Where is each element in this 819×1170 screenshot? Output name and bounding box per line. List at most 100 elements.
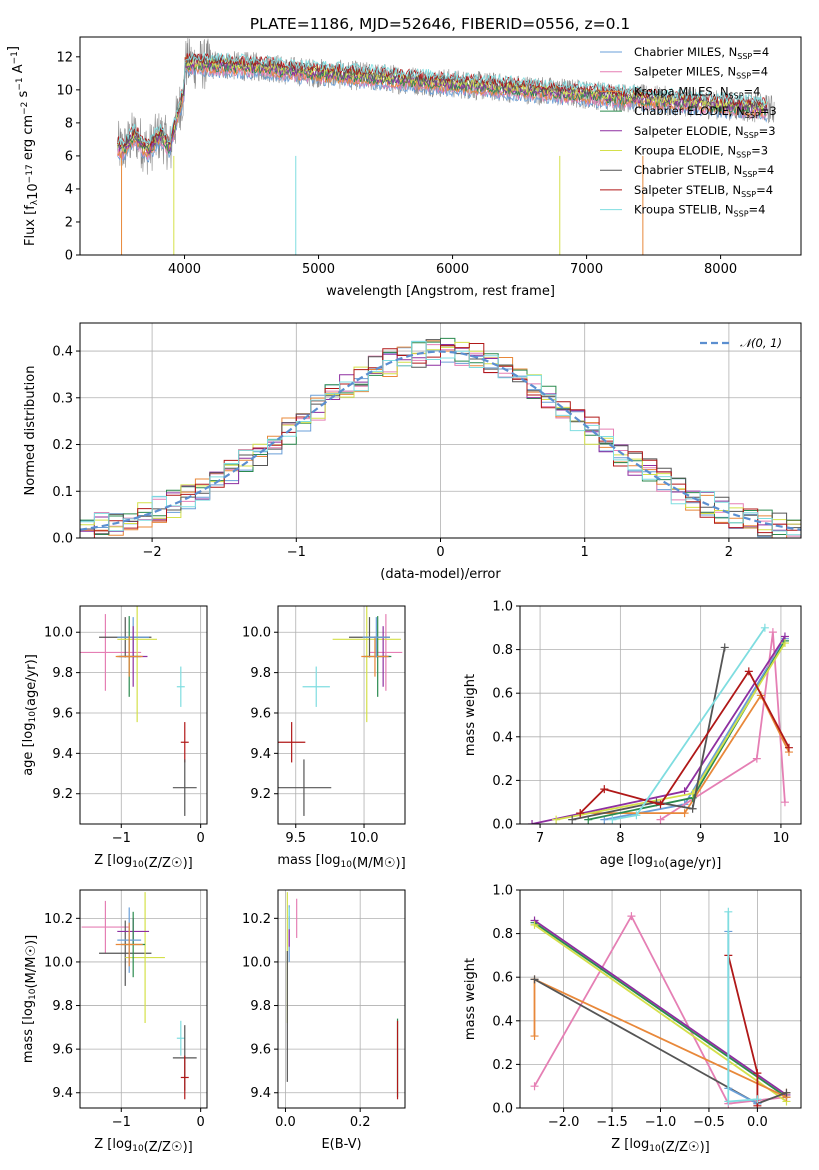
series-marker [753, 1069, 762, 1078]
x-tick-label: −1 [112, 1115, 131, 1130]
label-part: mass weight [463, 958, 478, 1040]
y-tick-label: 0 [65, 249, 73, 264]
series-line [531, 636, 786, 824]
y-tick-label: 9.8 [250, 666, 271, 681]
y-axis-label: mass weight [463, 674, 478, 756]
y-tick-label: 0.0 [492, 818, 513, 833]
legend-sub: SSP [729, 91, 744, 100]
legend-sub: SSP [736, 72, 751, 81]
y-axis-label: Normed distribution [23, 366, 38, 496]
series-marker [528, 820, 537, 824]
axes-frame [519, 889, 802, 1109]
y-tick-label: 12 [56, 50, 73, 65]
label-part: A [11, 64, 26, 77]
label-part: Z [ [94, 853, 112, 868]
x-tick-label: 8000 [704, 262, 737, 277]
x-tick-label: 0 [197, 831, 205, 846]
residuals-marks [80, 337, 801, 538]
legend-label: Kroupa MILES, N [634, 84, 729, 98]
label-sub: 10 [649, 1144, 661, 1154]
legend-entry: Kroupa MILES, NSSP=4 [634, 84, 760, 100]
label-part: (data-model)/error [380, 567, 501, 582]
series-marker [632, 811, 641, 820]
massweight-vs-age-marks [528, 623, 793, 824]
legend-label: Salpeter STELIB, N [634, 183, 741, 197]
x-tick-label: 10 [773, 831, 790, 846]
series-marker [680, 787, 689, 796]
age-vs-mass-marks [278, 606, 403, 816]
y-tick-label: 10.0 [242, 955, 271, 970]
massweight-vs-Z-panel: −2.0 −1.5 −1.0 −0.5 0.0 0.0 0.2 0.4 0.6 0.8 1.0 Z [… [463, 884, 802, 1155]
legend-entry: Kroupa ELODIE, NSSP=3 [634, 144, 768, 160]
data-point [99, 920, 152, 986]
label-sub: 10 [28, 711, 38, 723]
x-tick-label: 8 [616, 831, 624, 846]
series-line [533, 921, 788, 1098]
label-part: log [629, 1137, 649, 1152]
mass-vs-ebv-panel: 0.0 0.2 9.4 9.6 9.8 10.0 10.2 E(B-V) [242, 889, 406, 1152]
series-marker [724, 1097, 733, 1106]
data-point [278, 722, 306, 763]
y-tick-label: 1.0 [492, 600, 513, 615]
data-point [302, 666, 330, 707]
label-sup: −1 [10, 51, 20, 64]
mass-vs-Z-panel: −1 09.49.69.810.010.2Z [log10(Z/Z☉)]mass … [21, 889, 208, 1155]
mass-vs-Z-marks [81, 892, 197, 1100]
data-point [115, 922, 143, 967]
label-part: Z [ [94, 1137, 112, 1152]
legend-suffix: =4 [752, 45, 769, 59]
label-part: s [16, 90, 31, 101]
label-part: (Z/Z☉)] [661, 1140, 710, 1155]
x-tick-label: 1 [581, 545, 589, 560]
spectrum-marks [117, 37, 775, 255]
y-axis-label: Flux [fλ10−17 erg cm−2 s−1 A−1] [6, 46, 41, 246]
axes-frame [79, 889, 208, 1109]
y-tick-label: 0.4 [492, 1014, 513, 1029]
label-part: (age/yr)] [24, 654, 39, 711]
y-tick-label: 0.6 [492, 971, 513, 986]
label-sub: 10 [341, 860, 353, 870]
age-vs-Z-marks [80, 606, 197, 816]
gaussian-curve [80, 350, 801, 531]
y-tick-label: 10.0 [44, 955, 73, 970]
model-spectrum-line [117, 52, 768, 148]
label-part: wavelength [Angstrom, rest frame] [326, 284, 555, 299]
y-tick-label: 9.6 [250, 1043, 271, 1058]
y-tick-label: 9.4 [52, 747, 73, 762]
legend-entry: Salpeter STELIB, NSSP=4 [634, 183, 773, 199]
series-marker [753, 1095, 762, 1104]
spectrum-panel: 4000 5000 6000 7000 8000 0 2 4 6 8 10 12 wavelength … [6, 36, 802, 299]
legend-label: Chabrier STELIB, N [634, 163, 742, 177]
y-tick-label: 0.3 [52, 391, 73, 406]
y-tick-label: 10.2 [242, 912, 271, 927]
y-tick-label: 9.8 [52, 666, 73, 681]
legend-sub: SSP [737, 52, 752, 61]
axes-frame [79, 605, 208, 825]
legend-label: Chabrier MILES, N [634, 45, 737, 59]
label-part: mass [ [277, 853, 320, 868]
label-part: log [112, 1137, 132, 1152]
x-tick-label: 0.0 [275, 1115, 296, 1130]
model-spectrum-line [117, 56, 768, 152]
legend-suffix: =3 [751, 144, 768, 158]
label-part: E(B-V) [321, 1137, 361, 1152]
x-tick-label: 9 [697, 831, 705, 846]
series-marker [752, 754, 761, 763]
legend-suffix: =3 [759, 124, 776, 138]
y-tick-label: 10.0 [44, 626, 73, 641]
label-part: (M/M☉)] [24, 935, 39, 989]
x-tick-label: 7000 [570, 262, 603, 277]
label-sub: λ [30, 199, 40, 205]
legend-sub: SSP [745, 111, 760, 120]
x-tick-label: −1.5 [596, 1115, 628, 1130]
legend-sub: SSP [742, 170, 757, 179]
data-point [125, 892, 165, 1023]
legend-suffix: =4 [756, 183, 773, 197]
x-tick-label: −1.0 [645, 1115, 677, 1130]
y-tick-label: 2 [65, 215, 73, 230]
legend-suffix: =4 [751, 65, 768, 79]
y-tick-label: 0.2 [492, 1058, 513, 1073]
legend-label: Kroupa ELODIE, N [634, 144, 736, 158]
